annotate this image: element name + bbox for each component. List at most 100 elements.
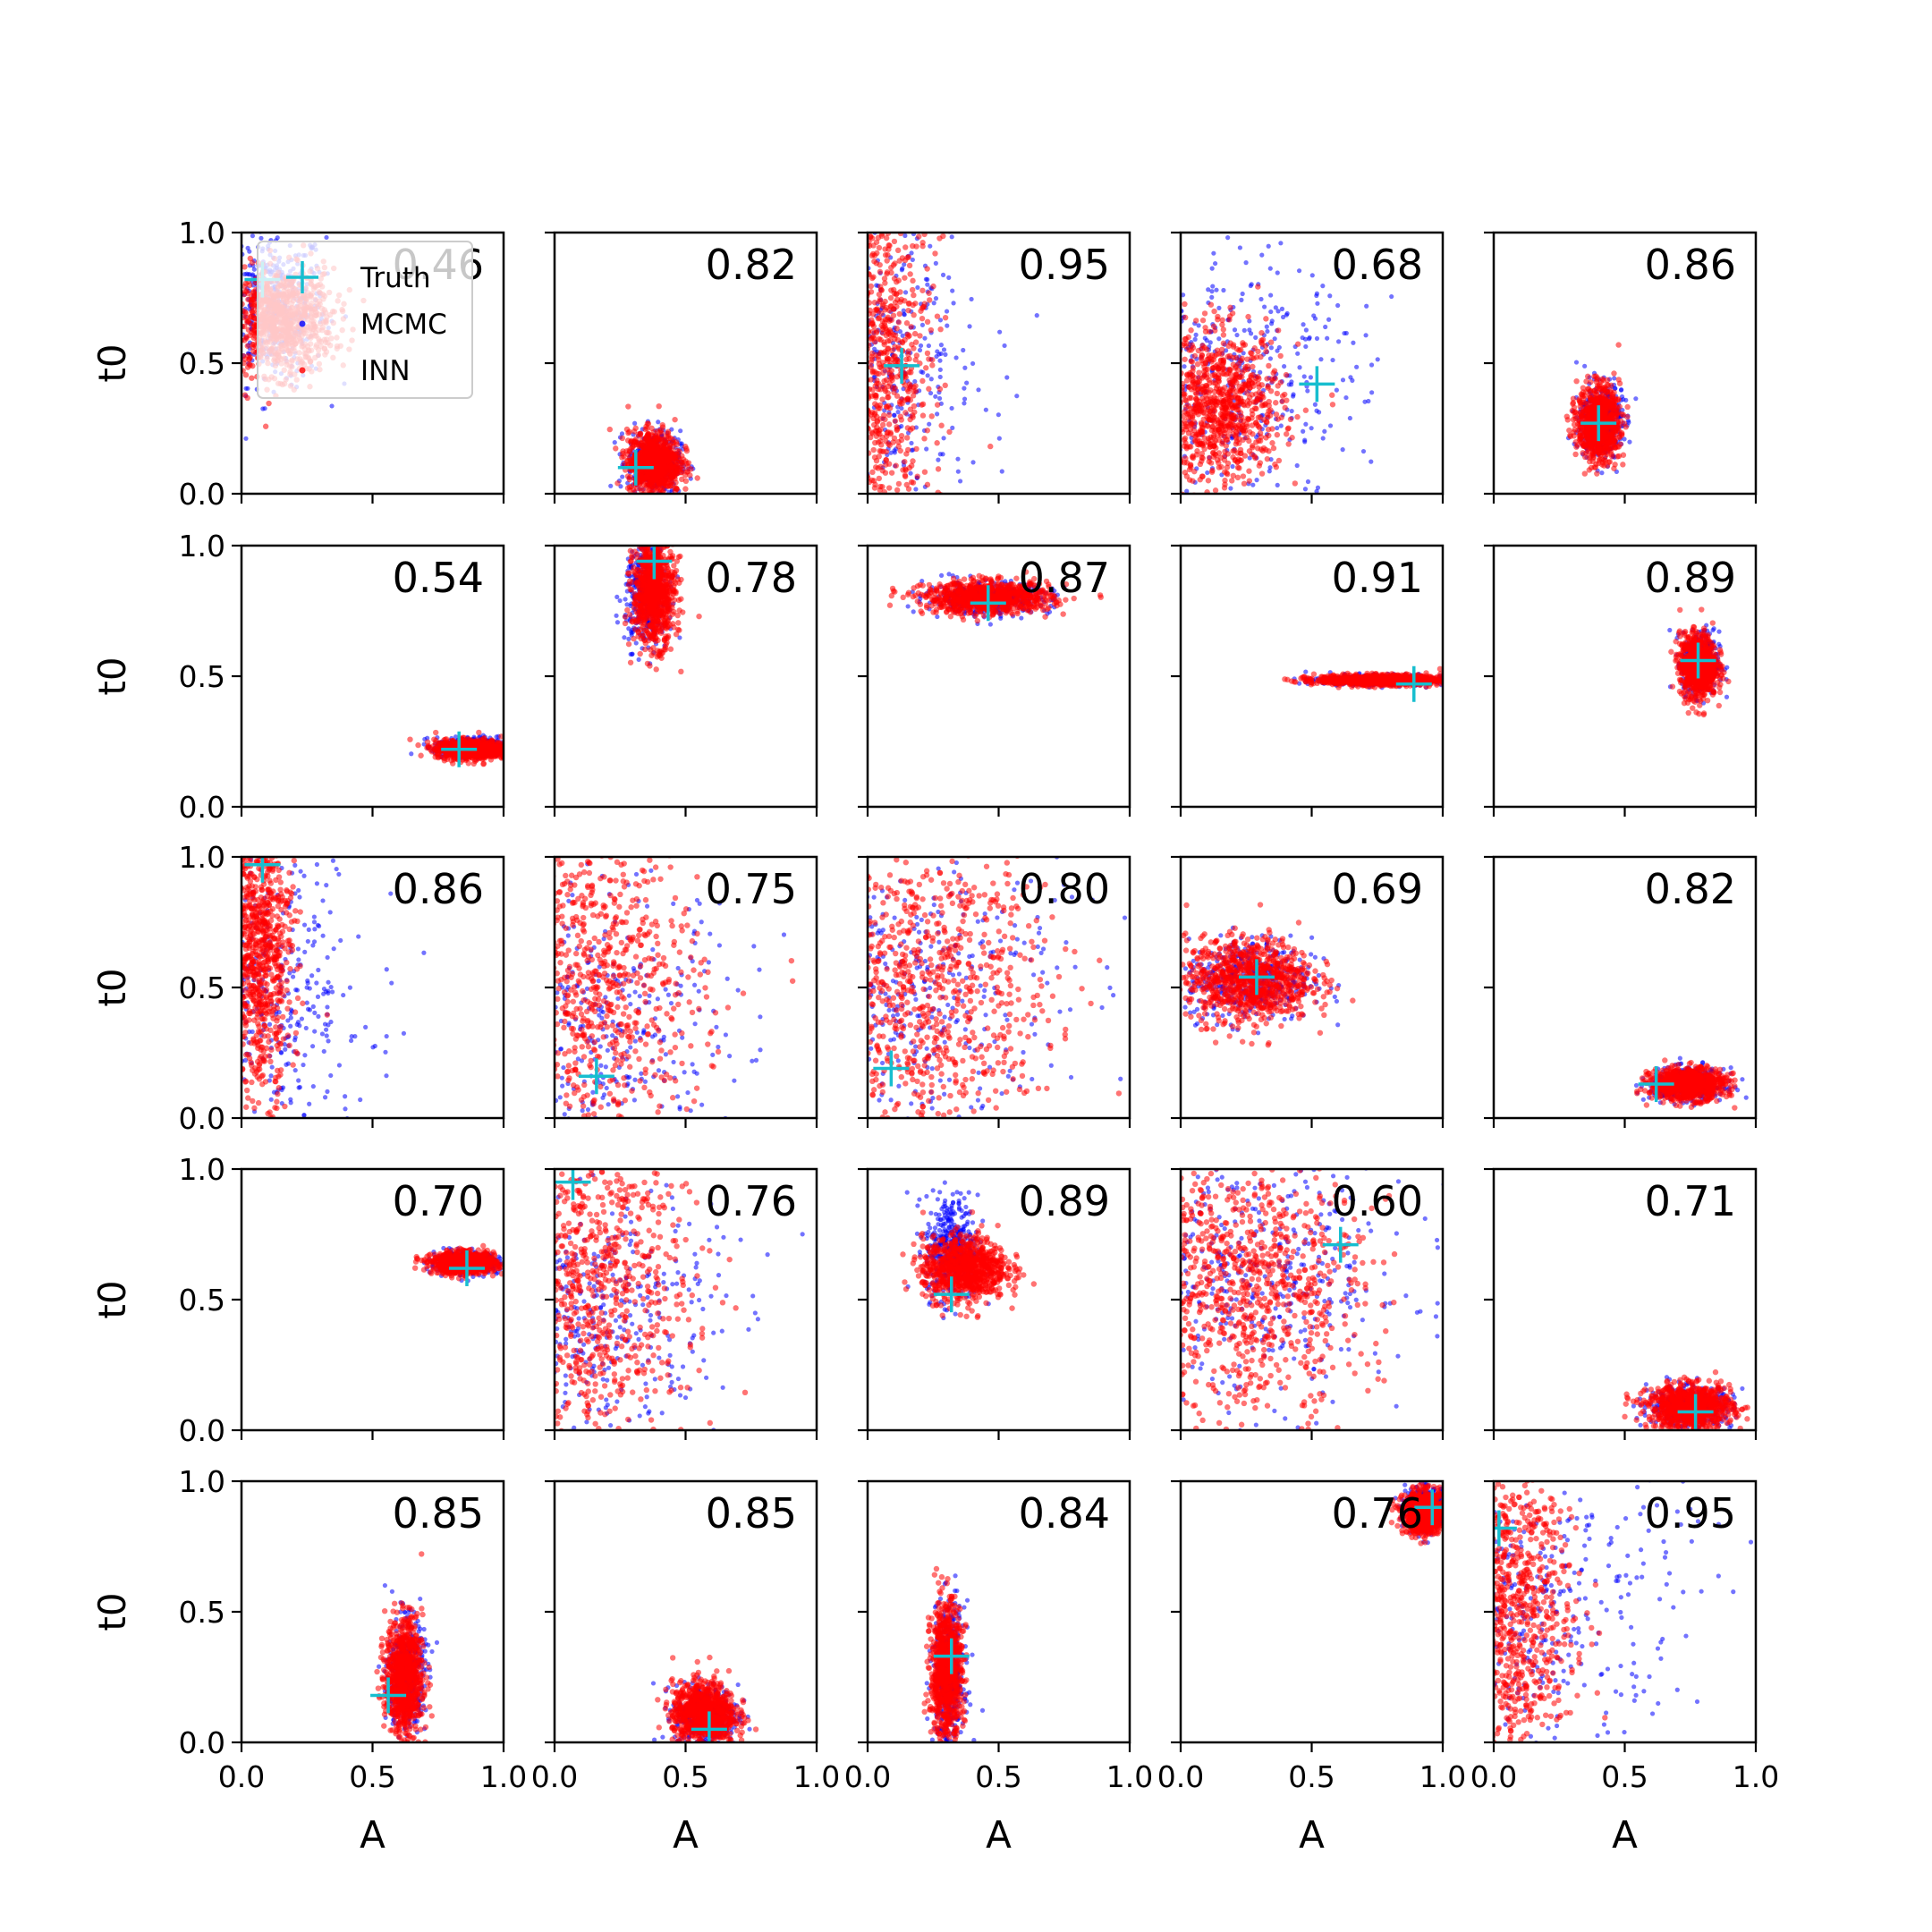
inn-point: [620, 450, 626, 457]
inn-point: [940, 233, 946, 240]
inn-point: [874, 419, 881, 425]
inn-point: [1238, 457, 1244, 463]
mcmc-point: [902, 233, 908, 239]
inn-point: [929, 362, 936, 369]
mcmc-point: [949, 405, 954, 411]
inn-point: [904, 334, 911, 340]
inn-point: [902, 244, 909, 250]
inn-point: [249, 301, 255, 308]
panel-4: 0.68: [1171, 231, 1445, 504]
inn-point: [683, 445, 690, 452]
inn-point: [890, 312, 897, 318]
inn-point: [1191, 385, 1198, 391]
mcmc-point: [997, 329, 1003, 335]
mcmc-point: [324, 234, 329, 241]
inn-point: [1230, 354, 1236, 360]
mcmc-point: [1259, 252, 1265, 258]
mcmc-point: [1205, 470, 1210, 476]
inn-point: [1239, 374, 1245, 380]
inn-point: [883, 403, 890, 410]
inn-point: [1224, 470, 1230, 477]
inn-point: [657, 457, 665, 463]
inn-point: [1269, 426, 1275, 432]
inn-point: [244, 394, 250, 402]
inn-point: [892, 385, 898, 392]
mcmc-point: [1209, 289, 1215, 294]
inn-point: [928, 413, 935, 419]
inn-point: [868, 364, 874, 370]
inn-point: [672, 488, 679, 494]
inn-point: [1249, 445, 1256, 451]
inn-point: [908, 324, 914, 330]
mcmc-point: [632, 420, 638, 426]
inn-point: [869, 334, 877, 340]
inn-point: [888, 368, 895, 374]
mcmc-point: [915, 284, 920, 291]
mcmc-point: [1184, 488, 1190, 494]
mcmc-point: [1308, 375, 1313, 380]
mcmc-point: [245, 386, 250, 391]
inn-point: [868, 307, 873, 314]
inn-point: [1259, 336, 1267, 343]
inn-point: [926, 386, 932, 392]
inn-point: [882, 387, 889, 394]
inn-point: [1289, 435, 1295, 441]
mcmc-point: [961, 347, 966, 353]
mcmc-point: [941, 347, 947, 352]
mcmc-point: [937, 358, 943, 363]
mcmc-point: [678, 428, 683, 434]
mcmc-point: [1354, 364, 1360, 369]
mcmc-point: [1295, 351, 1301, 356]
inn-point: [868, 289, 875, 295]
inn-point: [243, 335, 250, 342]
mcmc-point: [928, 377, 934, 382]
inn-point: [892, 332, 899, 339]
inn-point: [665, 470, 672, 476]
inn-point: [1246, 400, 1253, 406]
inn-point: [870, 242, 877, 249]
mcmc-point: [920, 369, 926, 375]
mcmc-point: [1312, 402, 1318, 407]
mcmc-point: [1340, 447, 1345, 453]
panel-points: [1181, 235, 1394, 494]
inn-point: [652, 460, 658, 466]
mcmc-point: [1622, 436, 1627, 442]
mcmc-point: [1618, 387, 1624, 393]
mcmc-point: [612, 440, 617, 445]
inn-point: [895, 480, 902, 487]
mcmc-point: [1633, 396, 1639, 402]
inn-point: [1221, 370, 1227, 377]
inn-point: [868, 411, 875, 418]
inn-point: [657, 486, 663, 492]
mcmc-point: [925, 373, 930, 378]
inn-point: [937, 326, 944, 333]
mcmc-point: [1209, 294, 1215, 300]
inn-point: [923, 365, 929, 371]
inn-point: [903, 435, 911, 441]
mcmc-point: [937, 452, 943, 457]
inn-point: [884, 356, 891, 362]
inn-point: [871, 369, 877, 375]
inn-point: [1191, 352, 1199, 360]
inn-point: [907, 427, 914, 433]
inn-point: [245, 290, 251, 297]
inn-point: [879, 421, 886, 428]
mcmc-point: [1261, 304, 1267, 309]
mcmc-point: [1267, 469, 1272, 474]
mcmc-point: [620, 474, 625, 479]
mcmc-point: [1265, 328, 1270, 335]
inn-point: [682, 478, 690, 485]
inn-point: [684, 469, 691, 475]
mcmc-point: [902, 312, 907, 318]
inn-point: [869, 252, 876, 259]
mcmc-point: [1325, 335, 1330, 341]
inn-point: [1241, 480, 1248, 487]
mcmc-point: [950, 288, 955, 293]
inn-point: [648, 477, 654, 483]
mcmc-point: [1314, 291, 1319, 296]
inn-point: [886, 246, 892, 252]
mcmc-point: [1196, 323, 1201, 328]
inn-point: [876, 360, 883, 368]
inn-point: [1264, 376, 1270, 382]
